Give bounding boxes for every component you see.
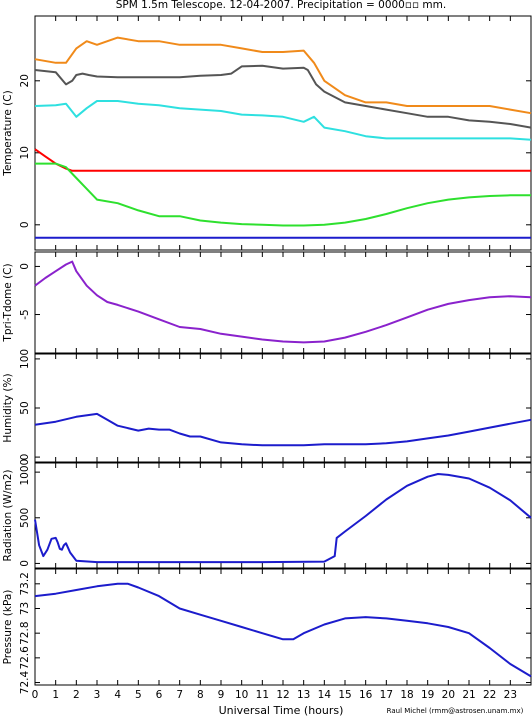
y-axis-label: Tpri-Tdome (C) — [2, 263, 14, 342]
y-tick-label: 0 — [19, 263, 31, 270]
temperature-series-4 — [35, 162, 531, 227]
x-tick-label: 1 — [52, 689, 59, 701]
y-axis-label: Radiation (W/m2) — [2, 470, 14, 562]
temperature-series-2 — [34, 100, 532, 141]
x-tick-label: 17 — [380, 689, 393, 701]
y-tick-label: -5 — [19, 309, 31, 319]
panel-tpri-tdome: 0 -5 Tpri-Tdome (C) — [2, 251, 532, 354]
y-tick-label: 100 — [19, 349, 31, 369]
x-tick-label: 13 — [297, 689, 310, 701]
y-tick-label: 0 — [19, 454, 31, 461]
x-tick-label: 16 — [359, 689, 373, 701]
x-axis-label: Universal Time (hours) — [219, 704, 344, 717]
y-tick-label: 72.6 — [19, 646, 31, 670]
y-axis-label: Pressure (kPa) — [2, 590, 14, 665]
pressure-series-0 — [34, 582, 532, 678]
x-tick-label: 4 — [114, 689, 121, 701]
y-tick-label: 72.8 — [19, 621, 31, 644]
panel-radiation: 0 500 1000 Radiation (W/m2) — [2, 459, 532, 569]
panel-frame — [34, 568, 532, 686]
y-tick-label: 10 — [19, 146, 31, 159]
y-tick-label: 1000 — [19, 459, 31, 486]
x-tick-label: 22 — [483, 689, 496, 701]
panel-frame — [34, 15, 532, 251]
x-tick-label: 7 — [176, 689, 183, 701]
panel-pressure: 72.472.6 72.8 73 73.2 Pressure (kPa) — [2, 568, 532, 695]
y-tick-label: 73 — [19, 602, 31, 615]
x-tick-label: 0 — [32, 689, 39, 701]
humidity-series-0 — [34, 412, 532, 447]
y-tick-label: 500 — [19, 508, 31, 528]
panel-humidity: 0 50 100 Humidity (%) — [2, 349, 532, 463]
panels: 0 10 20 Temperature (C) 0 -5 Tpri-Tdome (C) 0 50… — [2, 15, 532, 695]
x-tick-label: 12 — [276, 689, 289, 701]
y-axis-label: Humidity (%) — [2, 373, 14, 442]
tpri-tdome-series-0 — [34, 260, 532, 344]
y-tick-label: 0 — [19, 221, 31, 228]
temperature-series-0 — [34, 36, 532, 115]
x-tick-label: 14 — [318, 689, 332, 701]
x-axis: 0 1 2 3 4 5 6 7 8 9 10 11 12 13 14 15 16 17 18 19 20 21 22 23 — [32, 689, 517, 701]
y-axis-label: Temperature (C) — [2, 90, 14, 176]
panel-temperature: 0 10 20 Temperature (C) — [2, 15, 532, 251]
x-tick-label: 19 — [421, 689, 434, 701]
x-tick-label: 15 — [338, 689, 351, 701]
y-tick-label: 73.2 — [19, 572, 31, 595]
x-tick-label: 9 — [218, 689, 225, 701]
x-tick-label: 23 — [504, 689, 517, 701]
y-tick-label: 72.4 — [19, 671, 31, 695]
x-tick-label: 3 — [94, 689, 101, 701]
x-tick-label: 10 — [235, 689, 248, 701]
x-tick-label: 20 — [442, 689, 455, 701]
credit-text: Raul Michel (rmm@astrosen.unam.mx) — [387, 707, 524, 715]
x-tick-label: 2 — [73, 689, 80, 701]
temperature-series-1 — [34, 64, 532, 129]
x-tick-label: 11 — [256, 689, 269, 701]
figure-title: SPM 1.5m Telescope. 12-04-2007. Precipit… — [116, 0, 446, 11]
panel-frame — [34, 462, 532, 569]
x-tick-label: 8 — [197, 689, 204, 701]
x-tick-label: 6 — [156, 689, 163, 701]
radiation-series-0 — [34, 473, 532, 564]
x-tick-label: 21 — [462, 689, 475, 701]
y-tick-label: 50 — [19, 401, 31, 414]
y-tick-label: 20 — [19, 74, 31, 87]
y-tick-label: 0 — [19, 560, 31, 567]
x-tick-label: 5 — [135, 689, 142, 701]
x-tick-label: 18 — [400, 689, 413, 701]
